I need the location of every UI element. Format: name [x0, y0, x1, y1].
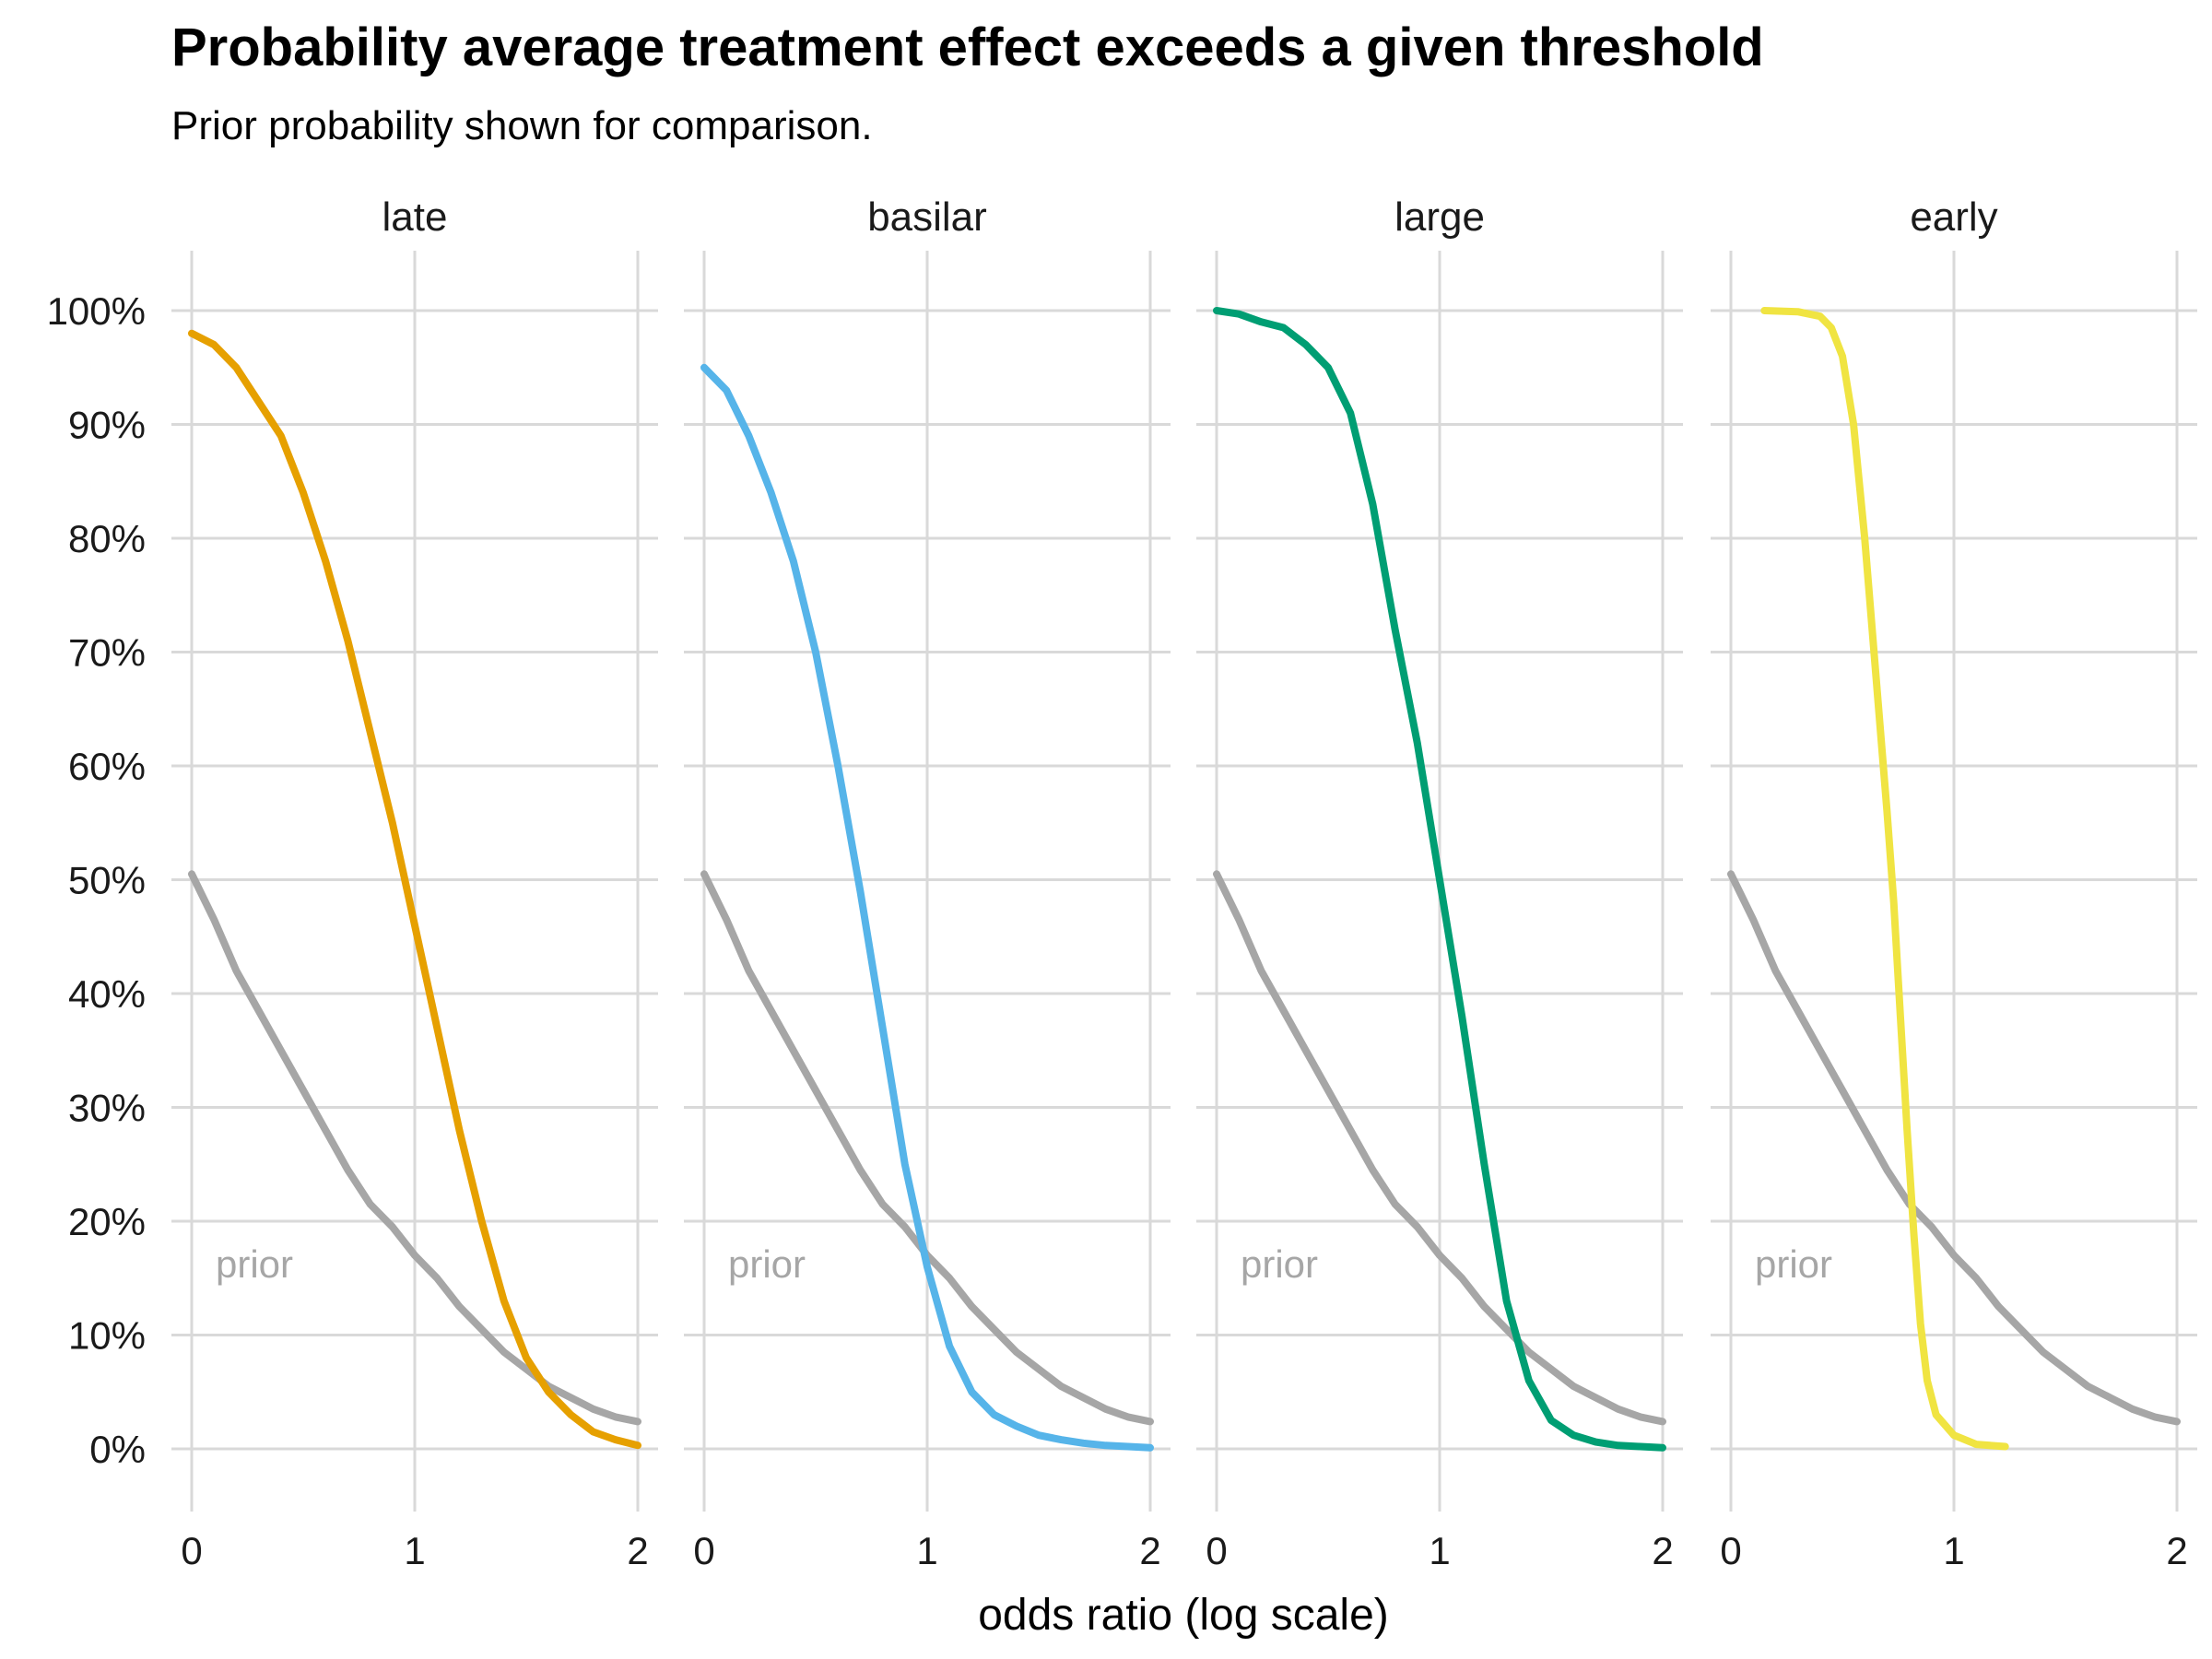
chart-title: Probability average treatment effect exc… [171, 18, 1764, 77]
prior-line [188, 870, 641, 1426]
x-tick-label: 0 [181, 1529, 202, 1572]
x-tick-label: 0 [1206, 1529, 1227, 1572]
prior-line [1727, 870, 2181, 1426]
y-tick-label: 40% [68, 972, 146, 1016]
prior-line [1213, 870, 1666, 1426]
x-tick-label: 0 [1720, 1529, 1741, 1572]
facet-panel-large: 0 1 2 large prior [1196, 194, 1683, 1572]
facet-panel-early: 0 1 2 early prior [1711, 194, 2197, 1572]
facet-label-basilar: basilar [867, 194, 987, 240]
x-tick-label: 0 [693, 1529, 714, 1572]
facet-label-early: early [1910, 194, 1997, 240]
x-tick-label: 1 [1943, 1529, 1964, 1572]
y-tick-label: 10% [68, 1314, 146, 1358]
x-tick-label: 2 [627, 1529, 648, 1572]
chart-subtitle: Prior probability shown for comparison. [171, 103, 873, 148]
y-tick-label: 70% [68, 631, 146, 675]
facet-label-late: late [382, 194, 448, 240]
series-line-early [1760, 307, 2009, 1451]
y-tick-label: 80% [68, 517, 146, 560]
series-line-large [1213, 307, 1666, 1452]
y-tick-label: 50% [68, 859, 146, 902]
x-tick-label: 1 [1429, 1529, 1450, 1572]
x-tick-label: 2 [1139, 1529, 1160, 1572]
prior-annotation: prior [728, 1242, 806, 1286]
y-tick-label: 20% [68, 1200, 146, 1243]
facet-label-large: large [1394, 194, 1485, 240]
series-line-basilar [700, 363, 1154, 1452]
x-tick-label: 1 [404, 1529, 425, 1572]
y-tick-label: 30% [68, 1087, 146, 1130]
prior-annotation: prior [1241, 1242, 1318, 1286]
series-line-late [188, 329, 641, 1450]
y-tick-label: 90% [68, 404, 146, 447]
y-tick-label: 0% [89, 1428, 146, 1471]
prior-annotation: prior [216, 1242, 293, 1286]
x-tick-label: 1 [916, 1529, 937, 1572]
prior-annotation: prior [1755, 1242, 1832, 1286]
facet-panel-late: 0 1 2 late prior [171, 194, 658, 1572]
y-tick-label: 60% [68, 745, 146, 788]
x-tick-label: 2 [1652, 1529, 1673, 1572]
y-tick-label: 100% [47, 289, 146, 333]
facet-panel-basilar: 0 1 2 basilar prior [684, 194, 1171, 1572]
x-tick-label: 2 [2166, 1529, 2187, 1572]
x-axis-title: odds ratio (log scale) [978, 1591, 1389, 1640]
